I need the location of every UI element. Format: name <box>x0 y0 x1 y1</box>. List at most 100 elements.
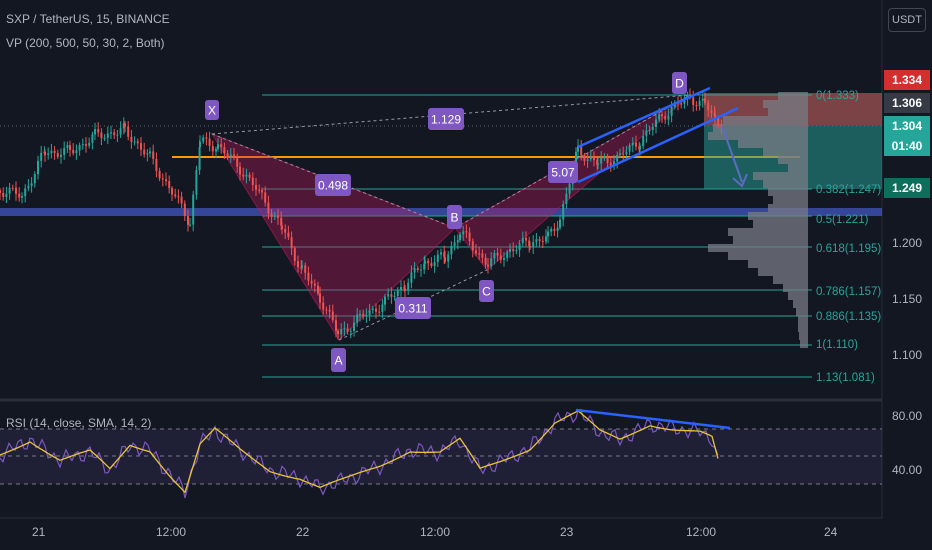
candle-body <box>340 328 343 335</box>
candle-body <box>515 250 518 252</box>
candle-body <box>44 151 46 155</box>
candle-body <box>261 190 263 193</box>
candle-body <box>287 232 290 238</box>
volume-profile <box>708 92 808 348</box>
point-b-label-bg <box>447 205 462 229</box>
point-a-label: A <box>334 354 342 368</box>
volume-profile-bar <box>738 140 808 148</box>
rsi-label-80: 80.00 <box>892 409 923 423</box>
volume-profile-bar <box>799 332 808 340</box>
time-label-24: 24 <box>824 525 838 539</box>
candle-body <box>410 272 413 283</box>
volume-profile-bar <box>748 260 808 268</box>
candle-body <box>248 174 251 178</box>
price-tag-target: 1.249 <box>884 178 930 198</box>
volume-profile-bar <box>728 252 808 260</box>
channel-upper <box>577 86 711 149</box>
candle-body <box>471 241 474 251</box>
candle-body <box>371 308 374 311</box>
fib-level-label: 1.13(1.081) <box>816 372 875 384</box>
candle-body <box>580 145 583 156</box>
candle-body <box>670 106 673 116</box>
candle-body <box>2 193 5 198</box>
candle-body <box>606 157 609 163</box>
candle-body <box>413 268 416 273</box>
candle-body <box>613 161 615 167</box>
candle-body <box>301 265 303 268</box>
candle-body <box>664 116 667 120</box>
candle-body <box>97 129 100 133</box>
candle-body <box>518 243 521 251</box>
candle-body <box>440 252 442 255</box>
candle-body <box>512 249 515 252</box>
candle-body <box>88 142 91 146</box>
candle-body <box>183 203 186 216</box>
pattern-labels[interactable]: X A B C D 0.498 0.311 1.129 5.07 <box>205 72 687 372</box>
overlay-drawings[interactable] <box>577 86 748 188</box>
candle-body <box>625 151 628 155</box>
volume-profile-bar <box>758 268 808 276</box>
fib-level-label: 0.382(1.247) <box>816 184 881 196</box>
candle-body <box>281 225 283 229</box>
fib-level-label: 0.618(1.195) <box>816 243 881 255</box>
candle-body <box>707 102 710 111</box>
volume-profile-bar <box>773 196 808 204</box>
volume-profile-bar <box>748 212 808 220</box>
candle-body <box>628 145 631 152</box>
candle-body <box>69 145 71 150</box>
time-label-noon-23: 12:00 <box>686 525 717 539</box>
volume-profile-bar <box>788 164 808 172</box>
vp-indicator-title[interactable]: VP (200, 500, 50, 30, 2, Both) <box>6 36 165 50</box>
point-x-label-bg <box>205 100 219 120</box>
candle-body <box>15 187 17 194</box>
candle-body <box>202 137 205 142</box>
fib-retracement[interactable]: 0(1.333) 0.382(1.247) 0.5(1.221) 0.618(1.19… <box>262 90 881 384</box>
candle-body <box>322 302 325 310</box>
candle-body <box>94 129 96 135</box>
candle-body <box>75 150 78 154</box>
candle-body <box>264 192 267 203</box>
candle-body <box>532 242 535 248</box>
candle-body <box>717 117 720 126</box>
fib-level-label: 0.786(1.157) <box>816 286 881 298</box>
candles <box>0 88 723 340</box>
candle-body <box>424 260 426 264</box>
price-label-1100: 1.100 <box>892 348 923 362</box>
candle-body <box>353 322 355 331</box>
candle-body <box>220 144 223 148</box>
candle-body <box>116 134 119 136</box>
candle-body <box>37 160 39 175</box>
candle-body <box>487 264 489 267</box>
candle-body <box>622 153 625 155</box>
candle-body <box>130 136 133 142</box>
candle-body <box>18 193 21 198</box>
candle-body <box>110 132 112 134</box>
candle-body <box>645 130 648 136</box>
ratio-xab-label: 0.498 <box>318 179 348 193</box>
candle-body <box>290 237 293 249</box>
candle-body <box>368 310 371 316</box>
candle-body <box>124 123 126 127</box>
rsi-indicator-title[interactable]: RSI (14, close, SMA, 14, 2) <box>6 416 152 430</box>
candle-body <box>403 287 406 289</box>
candle-body <box>420 269 422 271</box>
candle-body <box>195 170 198 195</box>
price-axis-bg <box>883 0 932 550</box>
candle-body <box>553 229 556 231</box>
candle-body <box>33 174 36 184</box>
candle-body <box>459 234 461 241</box>
candle-body <box>171 188 173 195</box>
candle-body <box>158 170 161 179</box>
price-tag-countdown: 01:40 <box>884 136 930 156</box>
candle-body <box>223 147 226 154</box>
point-d-label: D <box>675 77 684 91</box>
candle-body <box>300 267 303 269</box>
candle-body <box>692 97 695 105</box>
point-c-label-bg <box>479 280 494 302</box>
price-tag-crosshair: 1.306 <box>884 93 930 113</box>
candle-body <box>325 309 328 311</box>
ratio-bcd-label: 5.07 <box>551 166 575 180</box>
currency-button[interactable]: USDT <box>888 8 926 32</box>
candle-body <box>447 254 450 262</box>
